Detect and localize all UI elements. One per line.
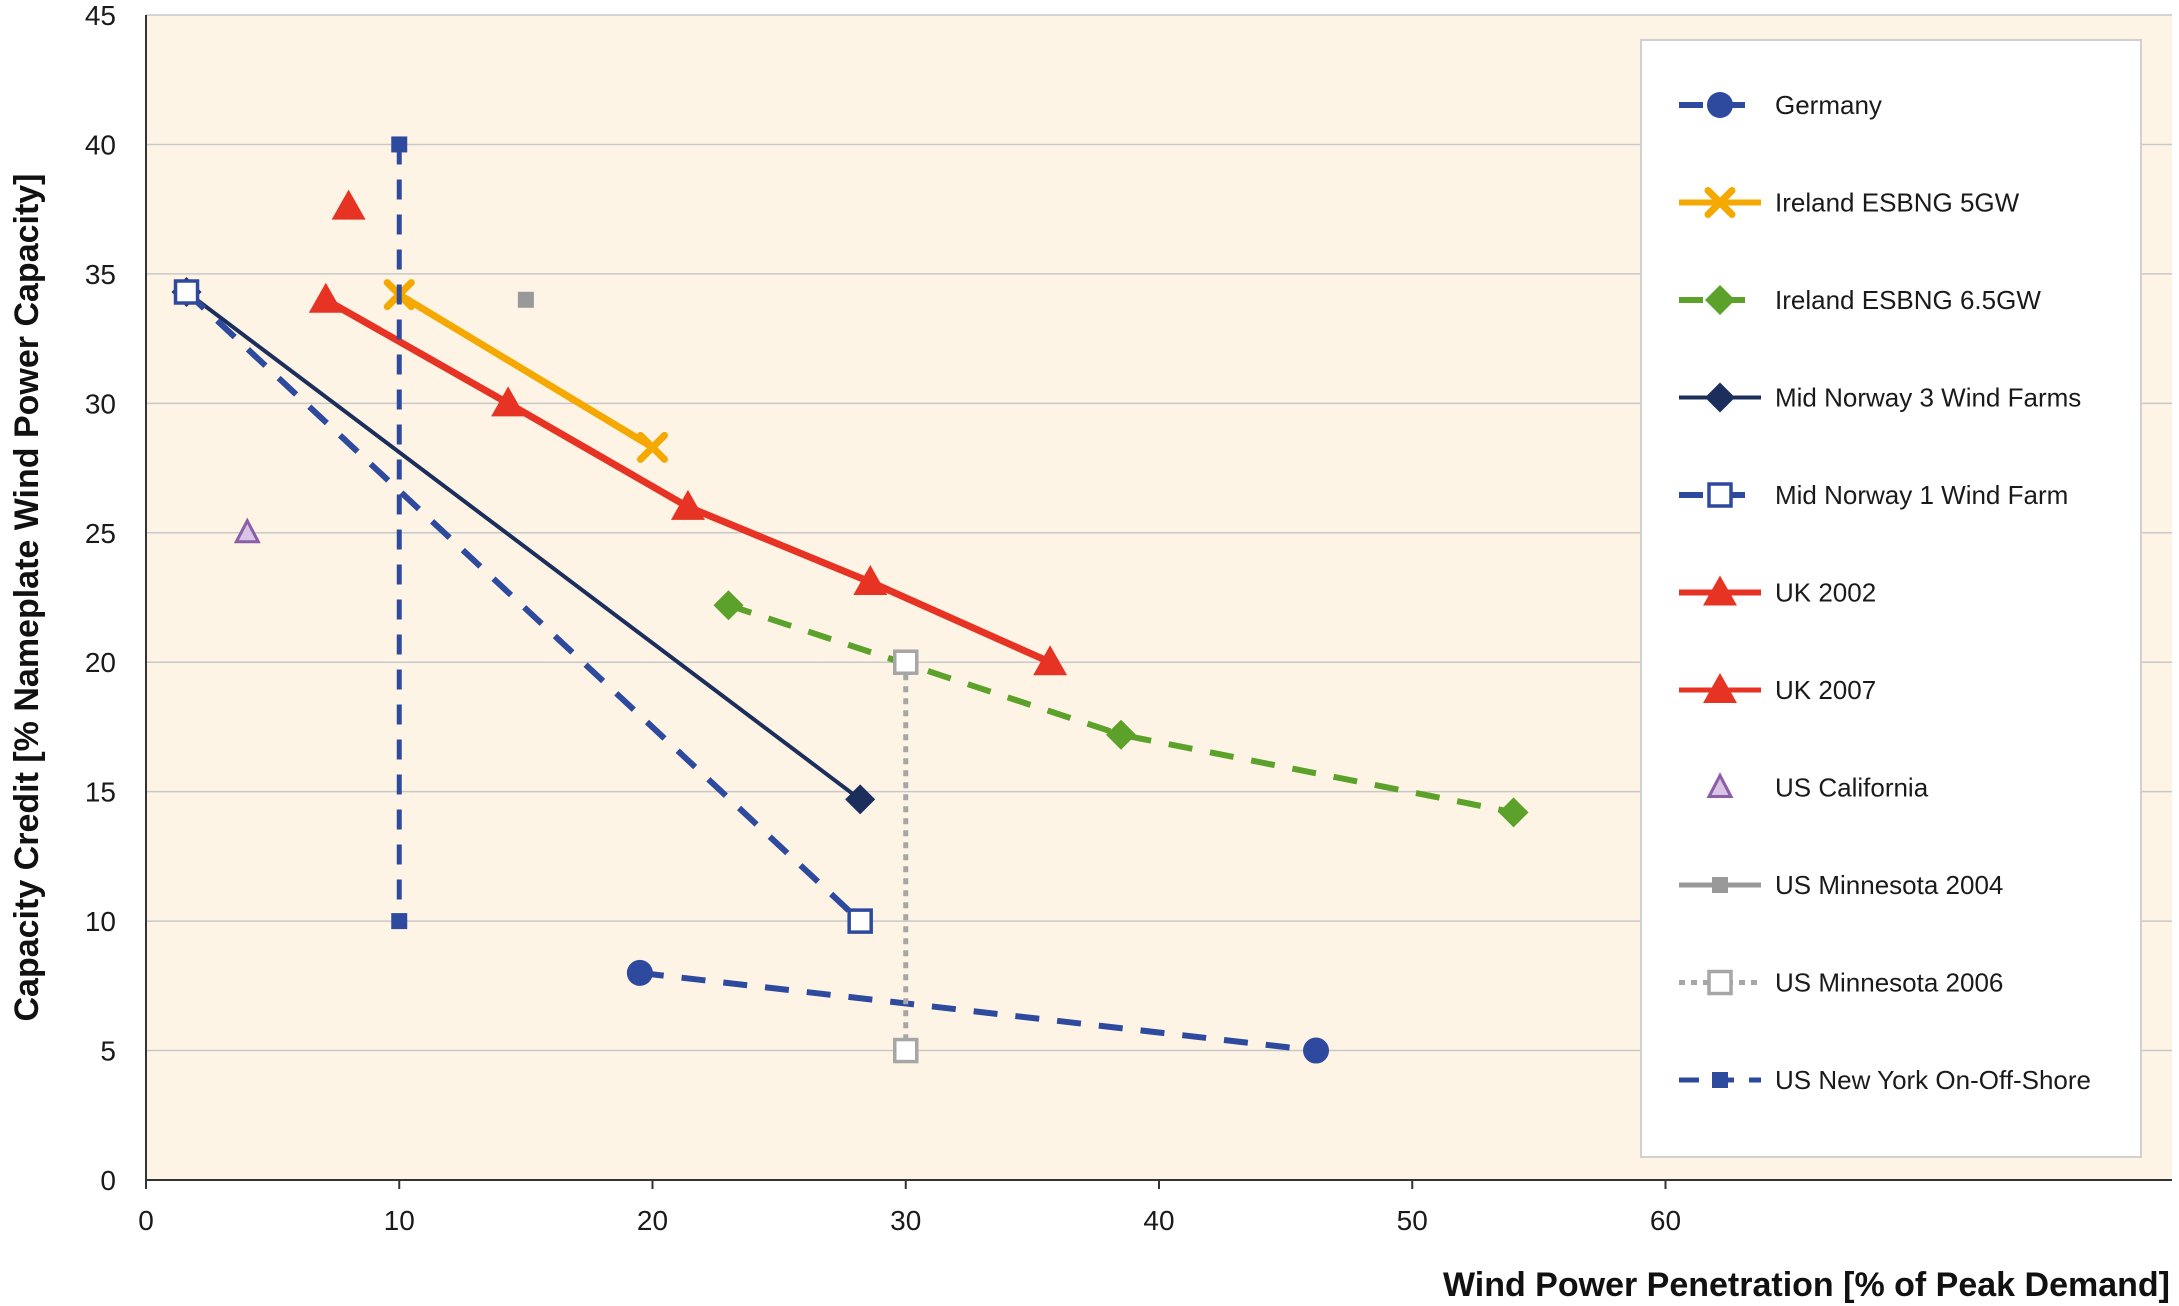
y-tick-label: 35 (85, 259, 116, 290)
legend-item: US New York On-Off-Shore (1679, 1065, 2091, 1095)
y-tick-label: 15 (85, 777, 116, 808)
legend-swatch-marker (1712, 1072, 1728, 1088)
series-line (639, 969, 1317, 1054)
data-point (893, 1037, 919, 1064)
data-point (391, 136, 408, 153)
data-point (626, 959, 653, 986)
x-tick-label: 30 (890, 1205, 921, 1236)
data-point (853, 564, 888, 595)
legend-label: Germany (1775, 90, 1882, 120)
legend-label: Mid Norway 3 Wind Farms (1775, 383, 2081, 413)
series-us-california (233, 517, 261, 544)
legend-swatch-marker (1703, 673, 1737, 703)
data-point (517, 291, 534, 308)
legend-label: UK 2007 (1775, 675, 1876, 705)
data-point (1033, 645, 1068, 676)
series-ireland-esbng-6-5gw (713, 590, 1529, 828)
y-tick-label: 20 (85, 647, 116, 678)
series-germany (626, 959, 1330, 1064)
series-mid-norway-1-wind-farm (173, 279, 873, 934)
legend-swatch-marker (1704, 187, 1736, 218)
data-point (845, 784, 876, 815)
data-point (1106, 719, 1137, 750)
data-point (331, 189, 366, 220)
data-point (1303, 1037, 1330, 1064)
x-tick-label: 60 (1650, 1205, 1681, 1236)
marker-stroke (637, 431, 668, 463)
y-tick-label: 45 (85, 0, 116, 31)
legend-swatch-marker (1703, 575, 1737, 606)
legend: Germany Ireland ESBNG 5GW Ireland ESBNG 6.… (1640, 39, 2142, 1158)
axes (145, 15, 2172, 1189)
legend-label: US New York On-Off-Shore (1775, 1065, 2091, 1095)
data-point (491, 386, 526, 417)
x-tick-label: 10 (384, 1205, 415, 1236)
series-line (185, 290, 862, 802)
data-point (637, 431, 668, 463)
x-axis-title: Wind Power Penetration [% of Peak Demand… (1443, 1266, 2170, 1304)
legend-swatch-marker (1707, 482, 1733, 508)
legend-label: US Minnesota 2004 (1775, 870, 2003, 900)
legend-item: UK 2002 (1679, 575, 1876, 608)
series-line (184, 289, 863, 924)
tick-labels: 0 5 10 15 20 25 30 35 40 45 0 10 20 30 40 50 60 (85, 0, 1681, 1236)
legend-swatch-marker (1706, 772, 1734, 798)
legend-swatch-marker (1712, 877, 1728, 893)
legend-item: US Minnesota 2004 (1679, 870, 2003, 900)
data-point (893, 649, 919, 675)
series (171, 136, 1529, 1064)
legend-label: Ireland ESBNG 5GW (1775, 188, 2020, 218)
legend-item: Germany (1679, 90, 1882, 120)
y-tick-label: 30 (85, 388, 116, 419)
series-uk-2002 (308, 282, 1068, 676)
y-tick-label: 5 (100, 1036, 116, 1067)
x-tick-label: 0 (138, 1205, 154, 1236)
y-axis-title: Capacity Credit [% Nameplate Wind Power … (8, 173, 46, 1021)
legend-item: US Minnesota 2006 (1679, 968, 2003, 998)
series-uk-2007 (331, 189, 366, 220)
y-tick-label: 10 (85, 906, 116, 937)
legend-swatch-marker (1707, 92, 1733, 118)
legend-label: US California (1775, 773, 1929, 803)
y-tick-label: 40 (85, 129, 116, 160)
y-tick-label: 0 (100, 1165, 116, 1196)
legend-item: Ireland ESBNG 6.5GW (1679, 285, 2041, 315)
series-line (727, 602, 1515, 816)
data-point (1498, 797, 1529, 828)
legend-label: Mid Norway 1 Wind Farm (1775, 480, 2068, 510)
legend-swatch-marker (1705, 285, 1735, 315)
legend-item: Mid Norway 1 Wind Farm (1679, 480, 2068, 510)
legend-label: Ireland ESBNG 6.5GW (1775, 285, 2041, 315)
x-tick-label: 50 (1397, 1205, 1428, 1236)
legend-item: UK 2007 (1679, 673, 1876, 705)
series-us-minnesota-2004 (517, 291, 534, 308)
legend-label: US Minnesota 2006 (1775, 968, 2003, 998)
legend-label: UK 2002 (1775, 578, 1876, 608)
data-point (173, 279, 200, 305)
legend-swatch-marker (1707, 969, 1733, 996)
legend-item: US California (1706, 772, 1929, 803)
x-tick-label: 40 (1143, 1205, 1174, 1236)
x-tick-label: 20 (637, 1205, 668, 1236)
marker-stroke (1704, 187, 1736, 218)
series-us-new-york-on-off-shore (391, 136, 408, 930)
data-point (308, 282, 343, 313)
data-point (713, 590, 744, 621)
data-point (391, 913, 408, 930)
series-line (397, 291, 655, 451)
legend-item: Mid Norway 3 Wind Farms (1679, 382, 2081, 413)
data-point (233, 517, 261, 544)
y-tick-label: 25 (85, 518, 116, 549)
legend-swatch-marker (1705, 382, 1735, 413)
data-point (670, 489, 705, 520)
data-point (847, 908, 873, 934)
legend-item: Ireland ESBNG 5GW (1679, 187, 2020, 218)
series-us-minnesota-2006 (893, 649, 919, 1064)
